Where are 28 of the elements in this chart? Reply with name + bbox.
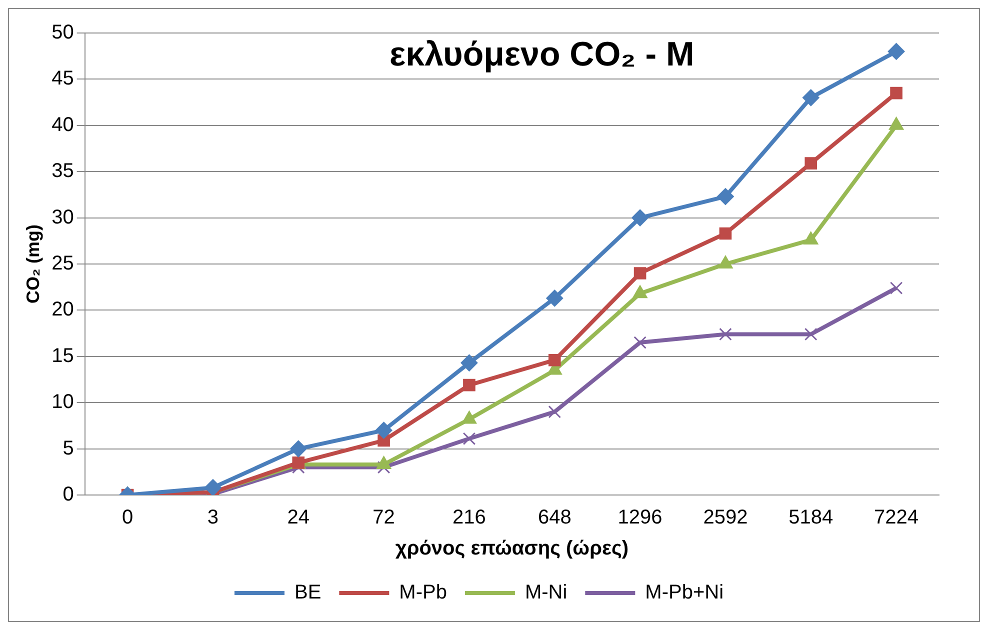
legend-label: M-Ni	[524, 582, 568, 604]
x-tick-label: 648	[538, 506, 572, 529]
y-tick-label: 5	[62, 437, 74, 460]
x-tick-label: 7224	[874, 506, 919, 529]
y-tick-label: 50	[52, 22, 74, 44]
x-tick-label: 216	[452, 506, 486, 529]
y-tick-label: 15	[52, 344, 74, 367]
y-tick-label: 40	[52, 114, 74, 136]
x-tick-label: 24	[287, 506, 310, 529]
y-axis-title: CO₂ (mg)	[22, 224, 43, 304]
x-tick-label: 72	[372, 506, 395, 529]
x-tick-label: 1296	[618, 506, 662, 529]
x-axis-title: χρόνος επώασης (ώρες)	[395, 538, 629, 560]
legend-label: M-Pb	[399, 582, 447, 604]
y-tick-label: 20	[52, 298, 74, 321]
x-tick-label: 2592	[703, 506, 748, 529]
x-tick-label: 5184	[788, 506, 834, 529]
chart-title: εκλυόμενο CO₂ - M	[390, 35, 694, 74]
y-tick-label: 25	[52, 252, 74, 275]
y-tick-label: 45	[52, 68, 74, 90]
y-tick-label: 35	[52, 160, 74, 182]
x-tick-label: 3	[207, 506, 219, 529]
y-tick-label: 0	[62, 484, 74, 506]
x-tick-label: 0	[122, 506, 134, 529]
legend-label: BE	[294, 582, 322, 604]
y-tick-label: 10	[52, 391, 74, 414]
legend-label: M-Pb+Ni	[645, 582, 724, 604]
y-tick-label: 30	[52, 206, 74, 228]
